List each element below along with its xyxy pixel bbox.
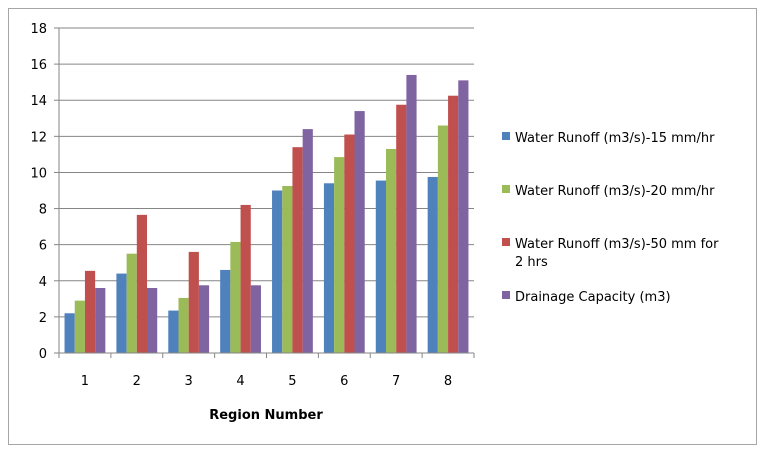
bar [178,297,189,353]
x-tick-label: 8 [444,374,452,389]
x-tick-label: 4 [236,374,244,389]
y-tick-label: 12 [30,130,47,145]
legend: Water Runoff (m3/s)-15 mm/hr Water Runoff… [502,131,719,305]
legend-label: 2 hrs [515,255,548,270]
bar [168,310,179,353]
bar [385,148,397,353]
legend-label: Drainage Capacity (m3) [515,290,671,305]
bar [437,125,449,353]
bar [74,300,85,353]
x-tick-label: 3 [185,374,193,389]
legend-swatch [502,238,510,246]
y-tick-label: 4 [39,275,47,290]
y-tick-label: 16 [30,58,47,73]
bar [406,74,417,353]
x-tick-label: 5 [288,374,296,389]
y-tick-label: 6 [39,239,47,254]
legend-label: Water Runoff (m3/s)-50 mm for [515,237,719,252]
y-tick-label: 14 [30,94,47,109]
bar [95,288,106,353]
y-tick-labels: 0 2 4 6 8 10 12 14 16 18 [30,22,47,362]
bar [230,241,241,353]
bar [375,180,386,353]
legend-swatch [502,291,510,299]
x-tick-label: 1 [81,374,89,389]
bars [64,74,469,354]
bar [126,253,137,353]
bar [84,270,96,353]
legend-swatch [502,132,510,140]
x-tick-label: 7 [392,374,400,389]
bar [188,251,199,353]
bar [458,80,469,354]
bar [272,190,283,353]
bar [220,269,231,353]
axes [54,27,475,358]
x-tick-label: 2 [133,374,141,389]
x-tick-labels: 1 2 3 4 5 6 7 8 [81,374,452,389]
bar [240,204,251,353]
bar [334,157,345,353]
bar [292,147,303,353]
x-axis-label: Region Number [209,408,323,423]
legend-label: Water Runoff (m3/s)-15 mm/hr [515,131,715,146]
y-tick-label: 18 [30,22,47,37]
y-tick-label: 10 [30,166,47,181]
bar [136,214,148,353]
bar [344,134,355,353]
bar [147,288,158,353]
legend-swatch [502,185,510,193]
x-tick-label: 6 [340,374,348,389]
bar [250,285,261,353]
bar [282,185,293,353]
legend-label: Water Runoff (m3/s)-20 mm/hr [515,184,715,199]
bar [323,183,335,353]
y-tick-label: 8 [39,203,47,218]
bar [302,129,313,353]
y-tick-label: 0 [39,347,47,362]
bar [427,176,438,353]
bar [116,273,127,353]
bar [198,285,210,353]
bar [448,95,459,354]
y-tick-label: 2 [39,311,47,326]
bar [354,111,365,353]
bar [64,313,75,353]
bar [396,104,407,354]
